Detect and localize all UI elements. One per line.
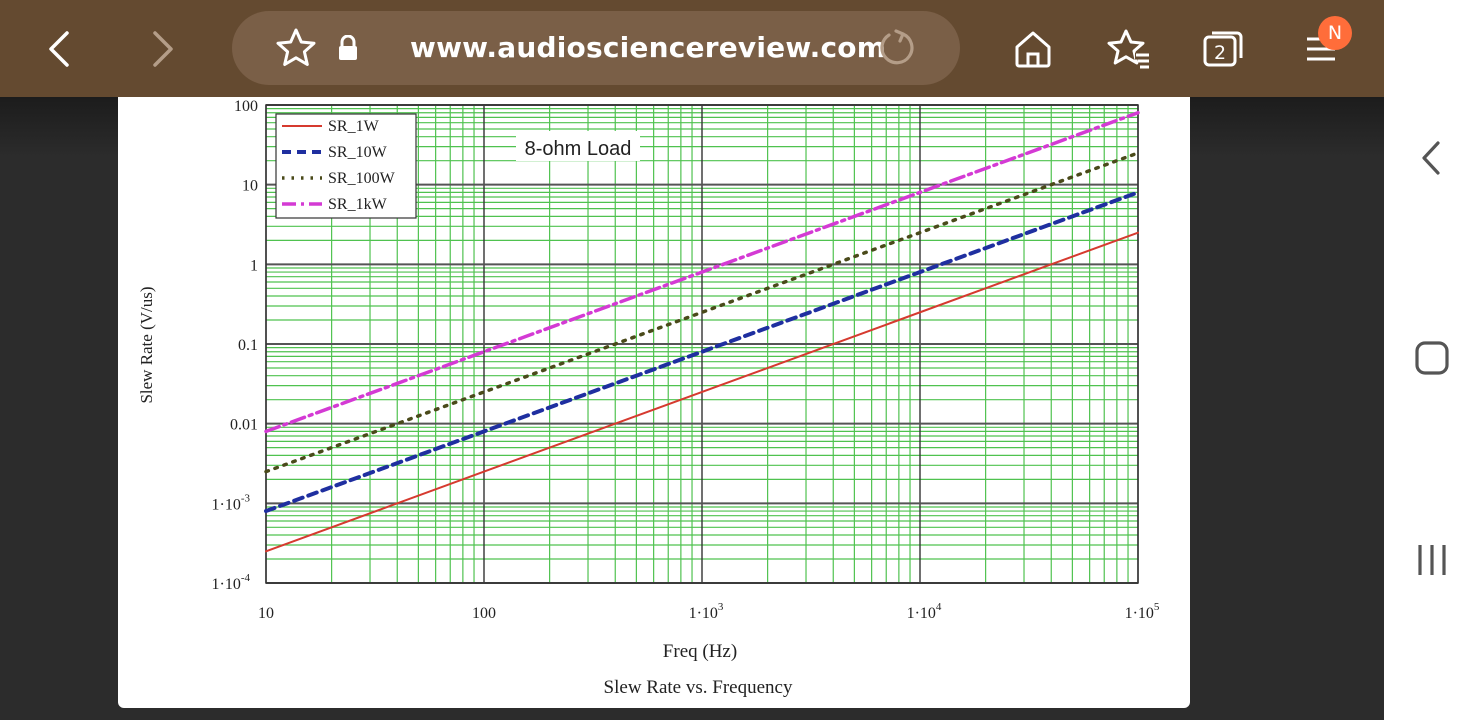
bookmarks-button[interactable] [1102,0,1156,97]
y-tick-label: 1 [250,257,258,274]
home-button[interactable] [1006,0,1060,97]
tick-labels: 10 100 1·103 1·104 1·105 100 10 1 0.1 0.01 1·10-3 1… [212,98,1160,622]
chevron-left-icon [49,30,69,67]
y-tick-label: 10 [242,178,258,195]
series-line-sr-100w [264,151,1140,474]
x-tick-label: 1·104 [907,601,942,622]
series-line-sr-10w [264,190,1140,514]
annotation-load: 8-ohm Load [525,138,632,160]
home-icon [1015,31,1051,67]
home-square-icon[interactable] [1412,338,1452,378]
x-axis-label: Freq (Hz) [663,641,737,662]
legend: SR_1W SR_10W SR_100W SR_1kW [275,113,417,219]
legend-label: SR_10W [328,144,388,161]
figure-caption: Slew Rate vs. Frequency [604,677,793,698]
lock-icon [339,35,357,60]
reload-icon [880,29,914,65]
slew-rate-chart: 10 100 1·103 1·104 1·105 100 10 1 0.1 0.01 1·10-3 1… [137,98,1160,698]
y-axis-label: Slew Rate (V/us) [137,286,156,403]
y-tick-label: 0.01 [230,417,258,434]
profile-badge[interactable]: N [1318,16,1352,50]
tabs-button[interactable]: 2 [1196,0,1250,97]
url-bar[interactable]: www.audiosciencereview.com [232,11,960,85]
x-tick-label: 100 [472,605,496,622]
x-tick-label: 1·105 [1125,601,1160,622]
legend-label: SR_1kW [328,196,388,213]
reload-button[interactable] [872,11,922,85]
plot-frame [265,104,1139,584]
x-tick-label: 10 [258,605,274,622]
content-card: 10 100 1·103 1·104 1·105 100 10 1 0.1 0.01 1·10-3 1… [118,97,1190,708]
site-security[interactable] [332,11,364,85]
annotation-background [516,131,640,161]
bookmark-star-button[interactable] [272,11,320,85]
back-button[interactable] [30,0,92,97]
y-tick-label: 1·10-4 [212,572,251,593]
y-tick-label: 100 [234,98,258,115]
tab-count: 2 [1214,42,1226,64]
star-icon [276,28,316,66]
forward-button[interactable] [130,0,192,97]
legend-box [275,113,417,219]
data-series [264,110,1140,553]
recents-icon[interactable] [1412,540,1452,580]
tabs-icon: 2 [1203,31,1243,66]
browser-toolbar: www.audiosciencereview.com 2 [0,0,1384,97]
chevron-right-icon [153,30,173,67]
y-tick-label: 1·10-3 [212,492,251,513]
bookmarks-icon [1107,29,1149,68]
back-icon[interactable] [1412,138,1452,178]
legend-label: SR_100W [328,170,396,187]
y-tick-label: 0.1 [238,337,258,354]
series-line-sr-1kw [264,110,1140,434]
x-tick-label: 1·103 [689,601,724,622]
legend-label: SR_1W [328,118,380,135]
url-text[interactable]: www.audiosciencereview.com [410,31,887,64]
series-line-sr-1w [265,231,1139,553]
system-navigation-bar [1384,0,1480,720]
